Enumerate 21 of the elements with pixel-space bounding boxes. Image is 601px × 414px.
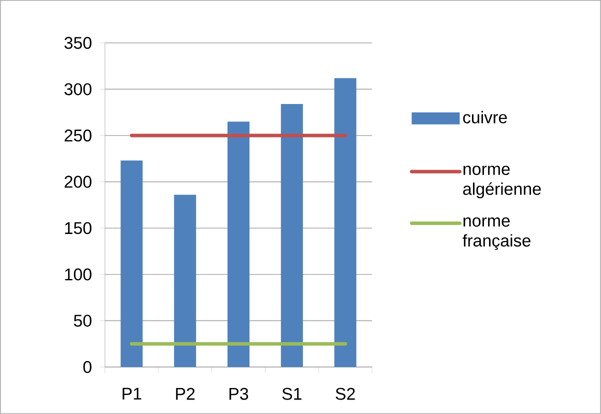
bar bbox=[280, 104, 303, 368]
bar bbox=[174, 194, 196, 368]
y-tick-label: 200 bbox=[64, 176, 92, 188]
x-tick-label: S1 bbox=[282, 388, 302, 400]
bar bbox=[334, 78, 356, 368]
y-tick-label: 150 bbox=[65, 222, 92, 234]
y-tick-label: 50 bbox=[74, 314, 92, 327]
bar bbox=[227, 122, 250, 368]
legend-label: norme française bbox=[462, 217, 530, 250]
x-tick-label: P3 bbox=[230, 388, 248, 400]
x-tick-label: P1 bbox=[122, 388, 142, 400]
y-tick-label: 100 bbox=[65, 268, 92, 280]
y-tick-label: 350 bbox=[64, 36, 92, 49]
x-tick-label: P2 bbox=[176, 388, 195, 400]
y-tick-label: 300 bbox=[64, 83, 92, 96]
y-tick-label: 250 bbox=[64, 130, 92, 142]
legend-label: cuivre bbox=[463, 110, 507, 124]
y-tick-label: 0 bbox=[83, 361, 92, 374]
bar bbox=[120, 160, 143, 368]
x-tick-label: S2 bbox=[336, 388, 355, 400]
legend-label: norme algérienne bbox=[463, 166, 541, 198]
